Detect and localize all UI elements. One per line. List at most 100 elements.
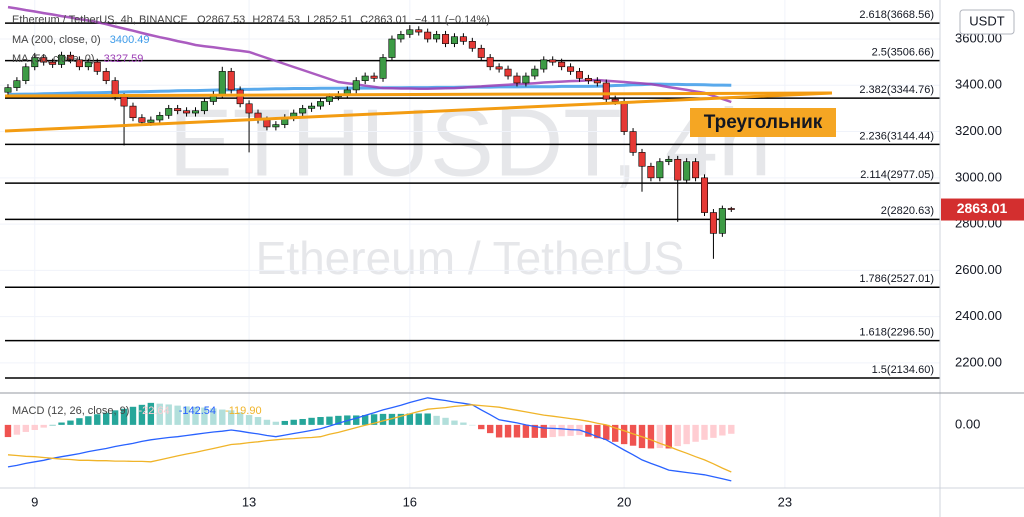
candle-body	[165, 108, 173, 116]
histogram-bar	[228, 410, 235, 425]
candle-body	[317, 101, 325, 107]
histogram-bar	[504, 424, 512, 438]
histogram-bar	[469, 424, 476, 426]
histogram-bar	[138, 404, 146, 425]
candle-body	[361, 75, 369, 81]
candle-body	[513, 75, 521, 84]
candle-body	[49, 61, 57, 65]
candle-body	[593, 80, 601, 84]
histogram-bar	[13, 424, 21, 435]
y-tick-label: 3000.00	[955, 169, 1002, 184]
candle-body	[575, 71, 583, 79]
candle-body	[701, 177, 709, 213]
fib-level-label: 1.618(2296.50)	[859, 327, 934, 339]
header-low: L2852.51	[307, 14, 353, 26]
legend-ma200-value: 3400.49	[110, 34, 150, 46]
candle-body	[709, 212, 717, 234]
candle-body	[531, 68, 539, 77]
x-tick-label: 20	[617, 494, 631, 509]
histogram-bar	[272, 421, 280, 425]
header-open: O2867.53	[197, 14, 245, 26]
histogram-bar	[558, 424, 565, 437]
candle-body	[727, 208, 735, 210]
histogram-bar	[719, 424, 726, 436]
candle-body	[629, 131, 637, 153]
histogram-bar	[245, 415, 253, 425]
candle-body	[504, 68, 512, 77]
candle-body	[540, 59, 548, 70]
candle-body	[611, 98, 619, 102]
candle-body	[93, 61, 101, 72]
y-tick-label: 2400.00	[955, 308, 1002, 323]
histogram-bar	[67, 420, 74, 425]
candle-body	[352, 80, 360, 91]
candle-body	[424, 31, 432, 40]
candle-body	[477, 47, 485, 58]
candle-body	[656, 161, 664, 179]
watermark-name: Ethereum / TetherUS	[256, 232, 685, 284]
candle-body	[129, 105, 137, 118]
histogram-bar	[549, 424, 556, 438]
moving-average-line	[7, 5, 732, 104]
annotation-box	[690, 108, 836, 137]
candle-body	[308, 105, 316, 109]
candle-body	[379, 57, 387, 79]
candle-body	[620, 101, 628, 132]
histogram-bar	[379, 413, 387, 425]
histogram-bar	[263, 419, 271, 425]
unit: USDT	[969, 13, 1004, 28]
y-tick-label: 3200.00	[955, 123, 1002, 138]
candle-body	[299, 108, 307, 114]
candle-body	[442, 34, 450, 44]
histogram-bar	[629, 424, 637, 446]
background-layer: ETHUSDT, 4h Ethereum / TetherUS	[169, 89, 772, 284]
histogram-bar	[254, 417, 262, 425]
histogram-bar	[451, 420, 458, 425]
candle-body	[450, 36, 458, 44]
histogram-bar	[165, 404, 172, 425]
histogram-bar	[326, 416, 333, 425]
candle-body	[245, 103, 253, 114]
histogram-bar	[335, 415, 342, 425]
histogram-bar	[692, 424, 699, 442]
candle-body	[66, 54, 74, 61]
legend-ma50-value: 3327.59	[104, 53, 144, 65]
histogram-bar	[728, 424, 735, 434]
y-tick-label: 3400.00	[955, 77, 1002, 92]
candle-body	[156, 115, 164, 121]
histogram-bar	[22, 424, 30, 432]
unit-box	[959, 9, 1015, 35]
histogram-bar	[433, 415, 440, 425]
candle-body	[522, 75, 530, 84]
histogram-bar	[415, 413, 422, 425]
candle-body	[415, 29, 423, 33]
fib-level-label: 2.618(3668.56)	[859, 9, 934, 21]
histogram-bar	[683, 424, 690, 445]
histogram-bar	[594, 424, 601, 439]
histogram-bar	[147, 402, 155, 425]
candle-body	[638, 152, 646, 167]
triangle-lower-line	[4, 91, 833, 133]
histogram-bar	[120, 408, 128, 425]
histogram-bar	[540, 424, 547, 438]
legend-macd: MACD (12, 26, close, 9) -22.64 -142.54 -…	[12, 405, 262, 417]
histogram-bar	[156, 403, 163, 425]
candle-body	[183, 110, 191, 114]
legend-macd-value: -142.54	[179, 405, 216, 417]
candle-body	[325, 96, 333, 102]
histogram-bar	[236, 412, 244, 425]
histogram-bar	[290, 419, 297, 425]
y-tick-label: 2600.00	[955, 262, 1002, 277]
macd-line	[7, 397, 732, 482]
histogram-bar	[76, 418, 83, 425]
candle-body	[468, 41, 476, 49]
candle-body	[147, 119, 155, 123]
candle-body	[102, 71, 110, 81]
histogram-bar	[442, 417, 449, 425]
candle-body	[31, 57, 39, 68]
candle-body	[674, 159, 682, 181]
candle-body	[486, 57, 494, 68]
